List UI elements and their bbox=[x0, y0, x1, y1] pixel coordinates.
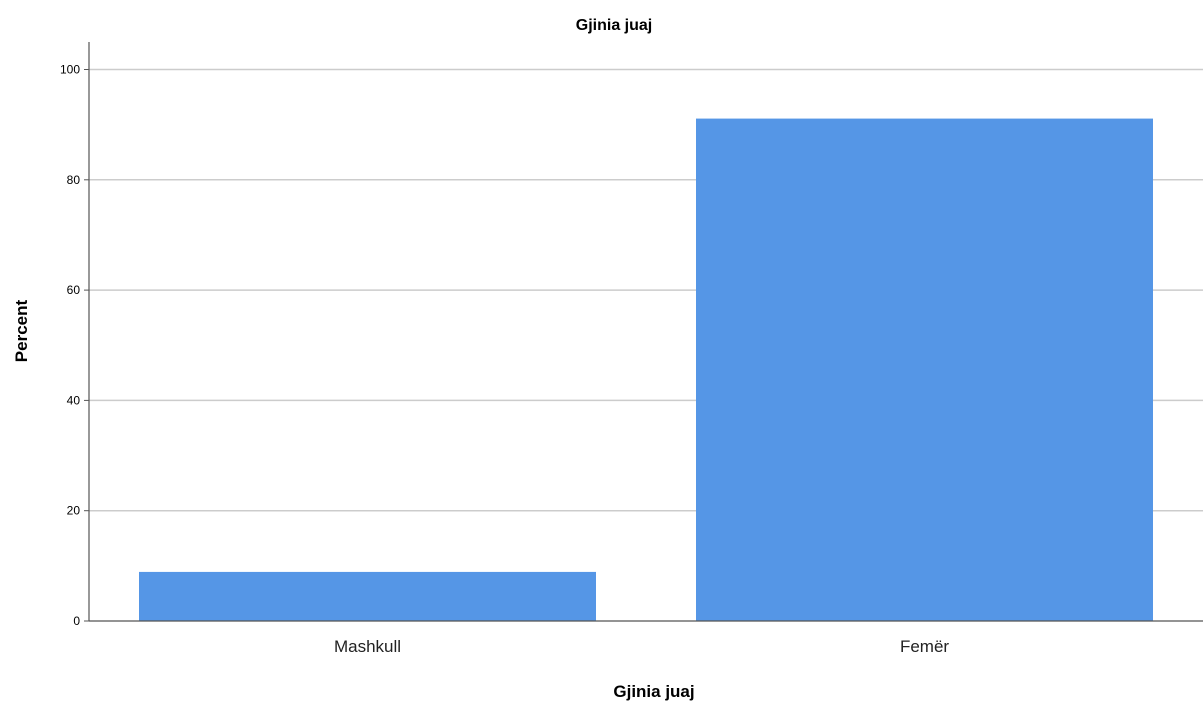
chart-title: Gjinia juaj bbox=[576, 17, 652, 34]
y-tick-label: 40 bbox=[67, 393, 81, 407]
y-tick-label: 100 bbox=[60, 63, 80, 77]
x-tick-label: Femër bbox=[900, 637, 949, 656]
bar-0 bbox=[139, 571, 596, 621]
y-axis-label: Percent bbox=[12, 299, 31, 362]
y-tick-label: 0 bbox=[73, 614, 80, 628]
x-axis-label: Gjinia juaj bbox=[613, 682, 694, 701]
x-ticks: Mashkull Femër bbox=[334, 637, 949, 656]
y-ticks: 0 20 40 60 80 100 bbox=[60, 63, 89, 628]
x-tick-label: Mashkull bbox=[334, 637, 401, 656]
y-tick-label: 60 bbox=[67, 283, 81, 297]
bars bbox=[139, 118, 1153, 622]
y-tick-label: 80 bbox=[67, 173, 81, 187]
bar-1 bbox=[696, 118, 1153, 622]
y-tick-label: 20 bbox=[67, 504, 81, 518]
